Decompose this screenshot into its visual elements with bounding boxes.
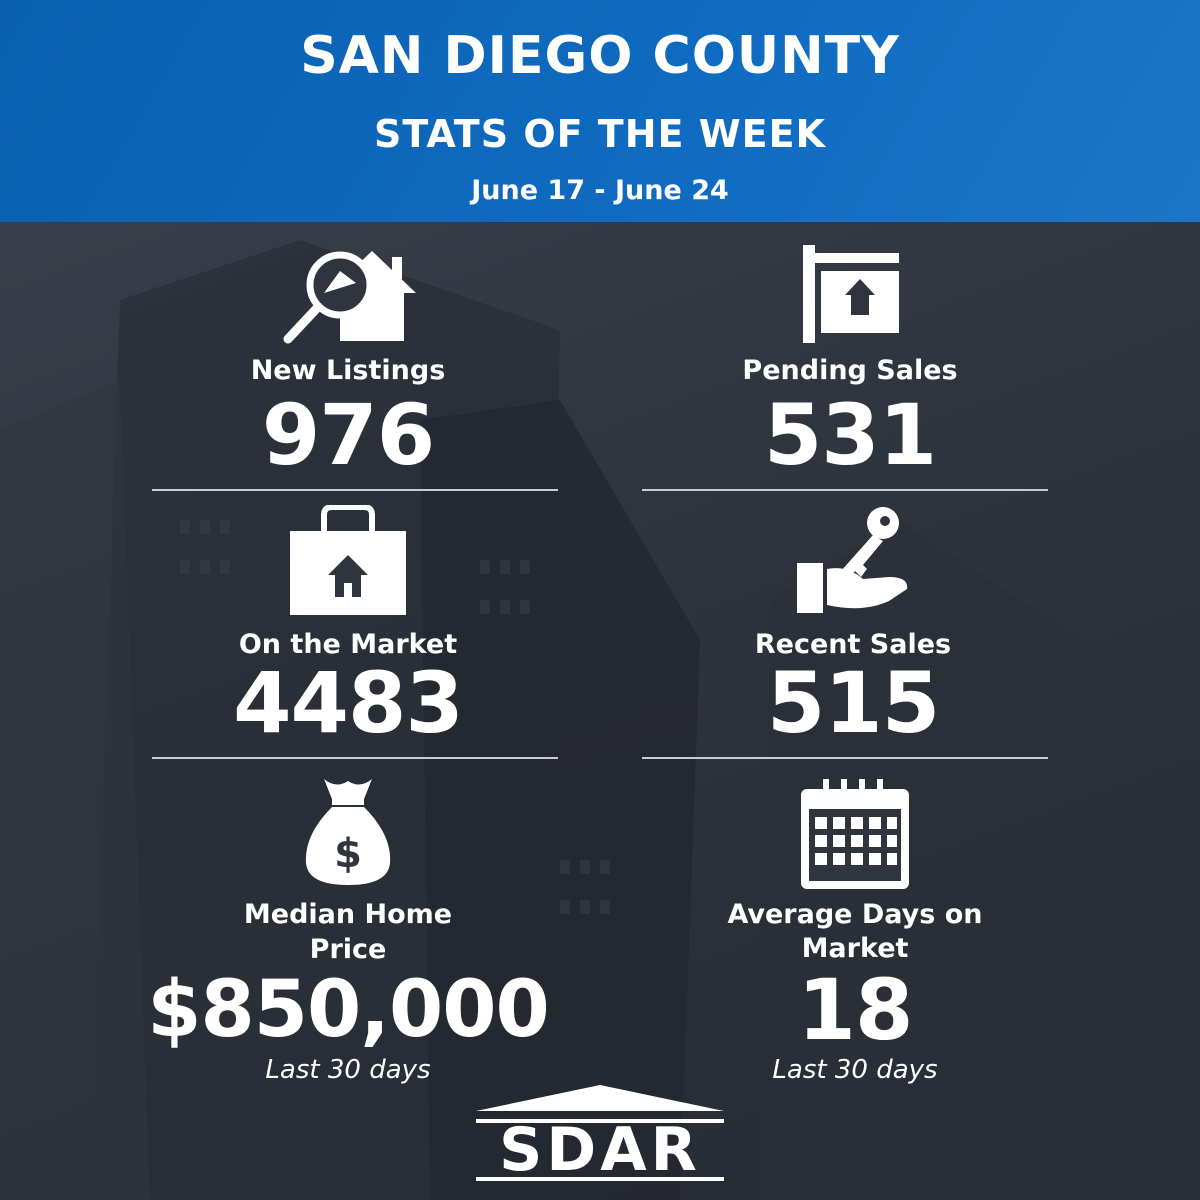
page-title: SAN DIEGO COUNTY	[300, 26, 900, 86]
stat-value: 976	[261, 386, 435, 484]
calendar-icon	[801, 779, 909, 889]
stat-value: 18	[797, 961, 914, 1059]
stat-label-line2: Price	[309, 934, 387, 965]
stat-recent-sales: Recent Sales 515	[623, 505, 1083, 755]
stat-note: Last 30 days	[265, 1055, 431, 1085]
stat-on-market: On the Market 4483	[118, 505, 578, 755]
stat-label: New Listings	[250, 355, 446, 386]
stat-new-listings: New Listings 976	[118, 245, 578, 485]
stat-average-days: Average Days on Market 18 Last 30 days	[625, 775, 1085, 1090]
stat-value: 4483	[233, 654, 464, 752]
roof-icon	[476, 1085, 724, 1181]
stat-value: $850,000	[147, 965, 550, 1055]
stat-note: Last 30 days	[772, 1055, 938, 1085]
divider	[152, 489, 558, 491]
date-range: June 17 - June 24	[471, 175, 729, 206]
house-search-icon	[283, 251, 416, 344]
header-banner: SAN DIEGO COUNTY STATS OF THE WEEK June …	[0, 0, 1200, 222]
stat-label-line2: Market	[801, 933, 909, 964]
money-bag-icon: $	[305, 779, 391, 885]
logo-text: SDAR	[499, 1115, 701, 1185]
stat-label: On the Market	[238, 629, 458, 660]
stat-value: 531	[763, 386, 937, 484]
stat-value: 515	[766, 654, 940, 752]
svg-text:$: $	[334, 831, 362, 877]
sdar-logo: SDAR	[476, 1085, 724, 1185]
stat-median-price: $ Median Home Price $850,000 Last 30 day…	[118, 775, 578, 1090]
stat-pending-sales: Pending Sales 531	[620, 245, 1080, 485]
hand-key-icon	[797, 507, 908, 613]
divider	[642, 489, 1048, 491]
divider	[642, 757, 1048, 759]
stat-label-line1: Average Days on	[727, 899, 983, 930]
real-estate-sign-icon	[803, 245, 899, 343]
house-bag-icon	[290, 505, 406, 615]
divider	[152, 757, 558, 759]
stat-label: Pending Sales	[742, 355, 958, 386]
page-subtitle: STATS OF THE WEEK	[374, 112, 826, 156]
stat-label-line1: Median Home	[243, 899, 453, 930]
stat-label: Recent Sales	[754, 629, 952, 660]
